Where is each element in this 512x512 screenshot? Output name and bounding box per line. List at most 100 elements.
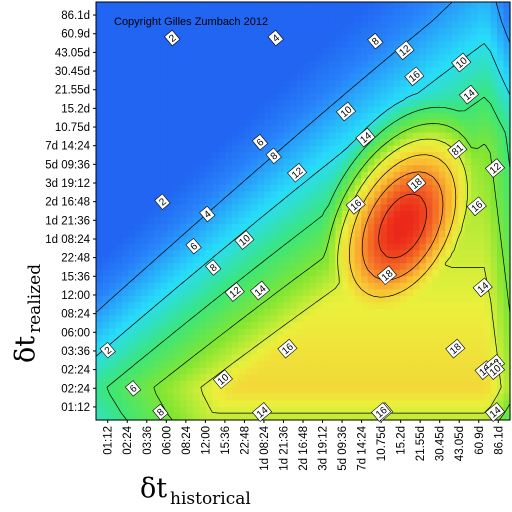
heat-cell [199,237,207,245]
heat-cell [167,328,175,336]
heat-cell [387,348,395,356]
heat-cell [451,263,459,271]
heat-cell [354,400,362,408]
heat-cell [212,8,220,16]
heat-cell [387,400,395,408]
heat-cell [270,113,278,121]
heat-cell [160,8,168,16]
heat-cell [348,80,356,88]
heat-cell [212,322,220,330]
heat-cell [225,361,233,369]
heat-cell [348,328,356,336]
heat-cell [167,237,175,245]
heat-cell [335,282,343,290]
heat-cell [251,197,259,206]
heat-cell [393,152,401,160]
heat-cell [218,204,226,212]
heat-cell [471,387,479,395]
heat-cell [367,413,375,421]
heat-cell [231,400,239,408]
heat-cell [270,54,278,62]
heat-cell [115,237,123,245]
heat-cell [264,269,272,277]
heat-cell [102,256,110,264]
heat-cell [296,263,304,271]
heat-cell [270,308,278,317]
heat-cell [322,250,330,258]
heat-cell [380,380,388,388]
heat-cell [296,178,304,186]
heat-cell [108,73,117,81]
heat-cell [251,217,259,225]
heat-cell [257,197,265,206]
heat-cell [264,335,272,343]
heat-cell [147,126,155,134]
heat-cell [128,99,136,108]
heat-cell [167,256,175,264]
heat-cell [341,276,349,284]
heat-cell [290,60,298,68]
heat-cell [315,28,324,36]
heat-cell [484,145,492,153]
heat-cell [387,41,395,49]
heat-cell [264,158,272,166]
heat-cell [231,126,239,134]
heat-cell [464,47,472,55]
heat-cell [167,204,175,212]
heat-cell [108,328,117,336]
heat-cell [257,93,265,101]
heat-cell [400,126,408,134]
heat-cell [128,367,136,375]
heat-cell [225,152,233,160]
heat-cell [121,380,129,388]
heat-cell [400,295,408,304]
heat-cell [180,393,188,402]
heat-cell [497,28,505,36]
heat-cell [484,335,492,343]
heat-cell [264,99,272,108]
heat-cell [134,354,142,362]
heat-cell [218,28,226,36]
heat-cell [387,302,395,310]
heat-cell [283,367,291,375]
heat-cell [354,269,362,277]
heat-cell [419,152,427,160]
heat-cell [490,322,498,330]
heat-cell [186,80,194,88]
heat-cell [438,315,446,323]
heat-cell [309,322,317,330]
heat-cell [134,28,142,36]
heat-cell [121,295,129,304]
heat-cell [451,99,459,108]
heat-cell [205,361,214,369]
heat-cell [490,8,498,16]
heat-cell [412,158,421,166]
heat-cell [328,106,336,114]
y-axis-subscript: realized [25,264,45,333]
heat-cell [251,106,259,114]
heat-cell [328,230,336,238]
heat-cell [212,387,220,395]
heat-cell [400,28,408,36]
heat-cell [193,99,201,108]
heat-cell [186,289,194,297]
heat-cell [173,86,181,95]
heat-cell [451,335,459,343]
heat-cell [141,230,149,238]
heat-cell [322,178,330,186]
heat-cell [484,86,492,95]
heat-cell [102,387,110,395]
heat-cell [231,67,239,75]
heat-cell [477,93,485,101]
heat-cell [348,380,356,388]
heat-cell [244,243,252,251]
heat-cell [335,47,343,55]
heat-cell [270,60,278,68]
heat-cell [277,256,285,264]
heat-cell [464,171,472,179]
heat-cell [205,282,214,290]
heat-cell [193,204,201,212]
heat-cell [193,93,201,101]
heat-cell [477,184,485,193]
heat-cell [445,400,453,408]
